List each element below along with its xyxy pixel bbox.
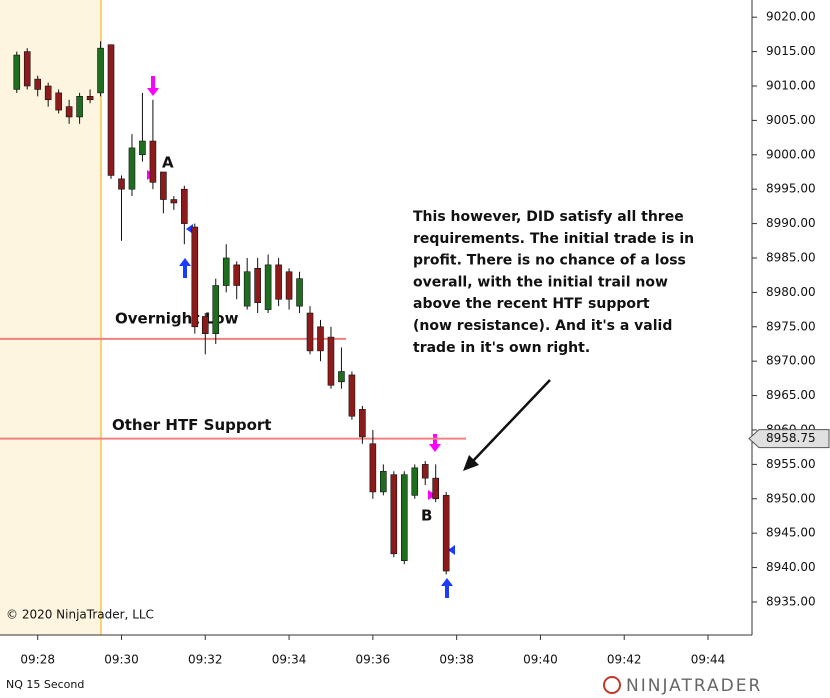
pre-session-shade [0,0,101,635]
y-tick-label: 8965.00 [766,388,816,402]
y-tick-label: 8955.00 [766,457,816,471]
price-marker-label: 8958.75 [766,431,816,445]
annotation-line: overall, with the initial trail now [413,274,668,290]
level-label: Other HTF Support [112,416,271,434]
y-tick-label: 9010.00 [766,78,816,92]
annotation-line: requirements. The initial trade is in [413,231,694,247]
logo: NINJATRADER [626,676,762,696]
x-tick-label: 09:34 [272,653,307,667]
y-tick-label: 8985.00 [766,250,816,264]
candle-body [400,474,408,561]
candle-body [432,477,439,500]
candle-body [118,178,125,190]
copyright: © 2020 NinjaTrader, LLC [6,608,154,622]
candle-body [233,264,241,286]
candle-body [201,316,209,334]
y-tick-label: 9020.00 [766,10,816,24]
y-tick-label: 8935.00 [766,594,816,608]
y-tick-label: 9015.00 [766,44,816,58]
annotation-line: (now resistance). And it's a valid [413,318,672,334]
y-tick-label: 8950.00 [766,491,816,505]
candle-body [44,85,52,101]
instrument-label: NQ 15 Second [6,678,84,691]
x-tick-label: 09:42 [607,653,642,667]
x-tick-label: 09:28 [20,653,55,667]
entry-arrow [429,434,441,452]
exit-arrow [179,258,191,278]
candle-body [149,140,157,183]
candle-body [442,495,450,572]
entry-tick [428,490,436,500]
candle-body [285,271,293,300]
candle-body [359,409,366,438]
candle-body [296,278,303,307]
y-tick-label: 8975.00 [766,319,816,333]
exit-arrow [441,578,453,598]
trade-label: B [421,507,432,525]
candle-body [338,371,345,383]
status-strip [0,672,830,698]
x-tick-label: 09:40 [523,653,558,667]
candle-body [254,268,261,304]
candle-body [275,264,282,300]
candle-body [160,171,167,200]
candle-body [65,106,73,118]
candle-body [327,336,335,386]
annotation-line: above the recent HTF support [413,296,650,312]
candle-body [222,257,230,286]
candle-body [139,140,146,156]
candle-body [380,470,387,493]
annotation-line: This however, DID satisfy all three [413,209,684,225]
candle-body [170,199,178,204]
y-tick-label: 9005.00 [766,113,816,127]
y-tick-label: 8945.00 [766,526,816,540]
level-label: Overnight Low [115,309,239,327]
stop-tick [186,224,193,234]
y-tick-label: 8940.00 [766,560,816,574]
candle-body [34,78,42,90]
candle-body [411,467,419,496]
annotation-line: trade in it's own right. [413,340,590,356]
candle-body [97,47,104,94]
y-tick-label: 8980.00 [766,285,816,299]
annotation-arrowhead [463,455,479,471]
candle-body [181,188,188,224]
x-tick-label: 09:38 [439,653,474,667]
trade-label: A [162,154,174,172]
annotation-line: profit. There is no chance of a loss [413,253,686,269]
y-tick-label: 8995.00 [766,182,816,196]
x-tick-label: 09:30 [104,653,139,667]
candle-body [76,96,83,118]
candle-body [369,443,377,493]
candle-body [128,147,136,190]
candle-body [317,326,324,352]
annotation-arrow [471,379,551,463]
candle-body [212,285,220,334]
x-tick-label: 09:32 [188,653,223,667]
candle-body [23,51,31,87]
trade-markers [147,76,455,598]
candle-body [107,44,115,176]
candle-body [390,474,398,555]
candle-body [306,312,314,352]
y-tick-label: 9000.00 [766,147,816,161]
x-tick-label: 09:44 [691,653,726,667]
x-tick-label: 09:36 [356,653,391,667]
price-marker [748,429,830,449]
logo-icon [603,676,621,694]
entry-arrow [147,76,159,96]
stop-tick [448,545,455,555]
candle-body [13,54,21,90]
y-tick-label: 8990.00 [766,216,816,230]
candle-body [55,92,62,111]
candle-body [421,464,429,479]
candle-body [243,271,251,307]
y-tick-label: 8970.00 [766,354,816,368]
candle-body [264,264,272,310]
candle-body [86,96,94,101]
candle-body [191,226,199,328]
candle-body [348,374,356,417]
